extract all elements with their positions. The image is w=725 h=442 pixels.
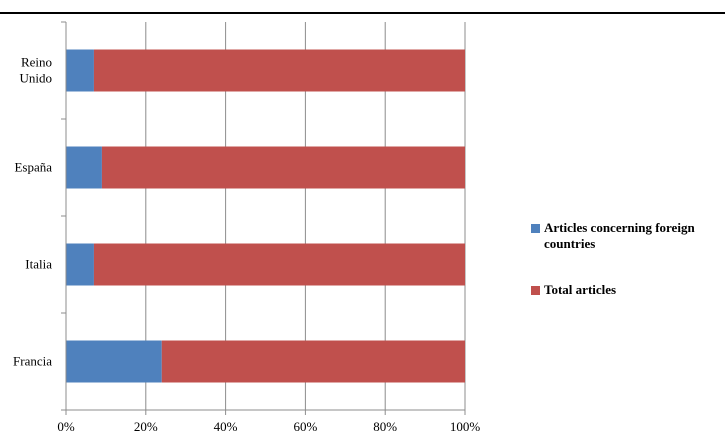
category-label: Francia [13, 354, 52, 369]
legend-item-total: Total articles [531, 282, 725, 298]
legend-swatch-foreign [531, 224, 540, 233]
legend-swatch-total [531, 286, 540, 295]
bar-total [101, 146, 465, 189]
bar-total [93, 243, 466, 286]
chart-legend: Articles concerning foreign countries To… [531, 220, 725, 298]
bar-total [93, 49, 466, 92]
category-label: Italia [25, 257, 52, 272]
bar-foreign [66, 243, 94, 286]
category-label: Reino Unido [20, 55, 53, 86]
x-tick-label: 100% [450, 419, 481, 434]
x-tick-label: 40% [214, 419, 238, 434]
bar-foreign [66, 49, 94, 92]
x-tick-label: 0% [57, 419, 75, 434]
bar-foreign [66, 146, 102, 189]
legend-label-total: Total articles [544, 282, 617, 297]
bar-foreign [66, 340, 162, 383]
x-tick-label: 60% [293, 419, 317, 434]
category-label: España [14, 160, 52, 175]
bar-total [161, 340, 465, 383]
x-tick-label: 20% [134, 419, 158, 434]
x-tick-label: 80% [373, 419, 397, 434]
top-rule [0, 12, 725, 14]
legend-item-foreign: Articles concerning foreign countries [531, 220, 725, 252]
legend-label-foreign: Articles concerning foreign countries [544, 220, 695, 251]
